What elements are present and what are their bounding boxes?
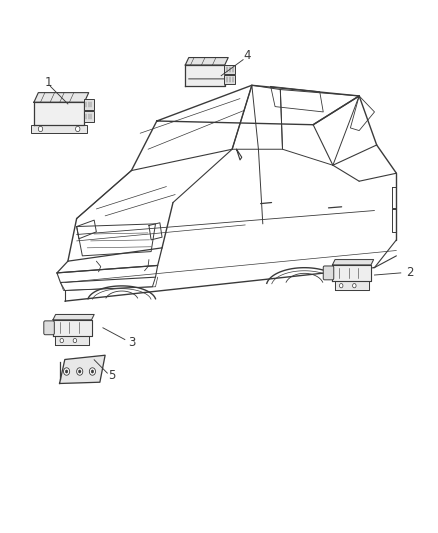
Text: 4: 4 [244,50,251,62]
FancyBboxPatch shape [224,75,235,84]
Circle shape [353,284,356,288]
Polygon shape [335,281,369,290]
Text: 2: 2 [406,266,413,279]
Polygon shape [34,102,84,125]
Circle shape [77,368,83,375]
Polygon shape [185,65,225,86]
Circle shape [91,370,94,373]
Polygon shape [60,356,105,384]
FancyBboxPatch shape [84,99,93,110]
Circle shape [339,284,343,288]
Circle shape [75,126,80,132]
Text: 1: 1 [44,76,52,89]
Circle shape [78,370,81,373]
Polygon shape [185,58,228,65]
FancyBboxPatch shape [323,266,334,280]
Text: 3: 3 [128,336,135,349]
Polygon shape [53,314,94,320]
FancyBboxPatch shape [84,111,93,122]
FancyBboxPatch shape [32,125,87,133]
Circle shape [65,370,68,373]
Circle shape [89,368,95,375]
Polygon shape [332,265,371,281]
Circle shape [60,338,64,343]
Text: 5: 5 [108,369,115,382]
FancyBboxPatch shape [224,65,235,74]
Polygon shape [55,336,89,345]
FancyBboxPatch shape [44,321,54,335]
Circle shape [73,338,77,343]
Circle shape [39,126,43,132]
Circle shape [64,368,70,375]
Polygon shape [332,260,374,265]
Polygon shape [34,93,88,102]
Polygon shape [53,320,92,336]
